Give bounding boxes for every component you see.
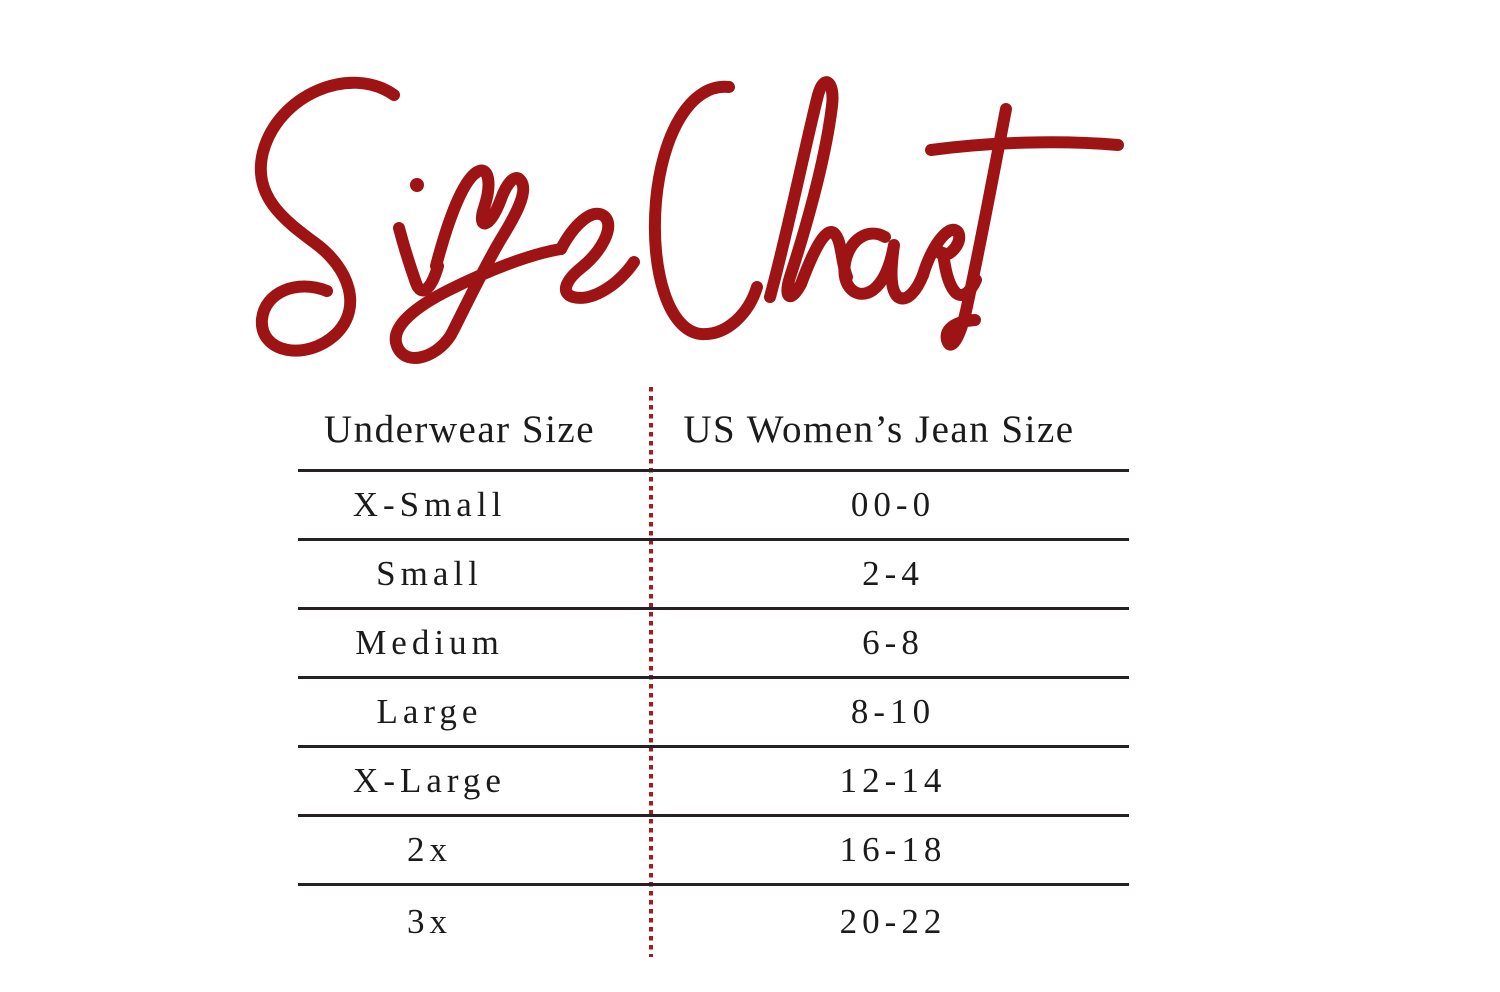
table-row: Large 8-10 <box>298 676 1129 745</box>
size-table-body: X-Small 00-0 Small 2-4 Medium 6-8 Large … <box>298 469 1129 957</box>
underwear-size-cell: Medium <box>355 623 504 662</box>
underwear-size-cell: X-Small <box>352 485 507 524</box>
underwear-size-cell: X-Large <box>353 761 506 800</box>
table-row: 3x 20-22 <box>298 883 1129 957</box>
table-row: 2x 16-18 <box>298 814 1129 883</box>
table-row: X-Small 00-0 <box>298 469 1129 538</box>
table-row: X-Large 12-14 <box>298 745 1129 814</box>
jean-size-cell: 20-22 <box>839 901 947 941</box>
size-chart-script-title: Size Chart <box>254 76 1124 364</box>
table-header-row: Underwear Size US Women’s Jean Size <box>298 390 1129 469</box>
jean-size-cell: 16-18 <box>839 830 947 869</box>
jean-size-cell: 6-8 <box>862 623 924 662</box>
underwear-size-cell: 3x <box>407 901 452 941</box>
jean-size-cell: 2-4 <box>862 554 924 593</box>
underwear-size-cell: Small <box>376 554 483 593</box>
column-divider-dotted-line <box>649 387 653 957</box>
column-header-underwear-size: Underwear Size <box>323 408 596 451</box>
jean-size-cell: 00-0 <box>850 485 936 524</box>
jean-size-cell: 12-14 <box>839 761 947 800</box>
table-row: Small 2-4 <box>298 538 1129 607</box>
size-table: Underwear Size US Women’s Jean Size X-Sm… <box>298 390 1129 957</box>
script-word-size <box>254 76 640 364</box>
column-header-jean-size: US Women’s Jean Size <box>683 408 1075 451</box>
script-word-chart <box>648 76 1124 351</box>
table-row: Medium 6-8 <box>298 607 1129 676</box>
jean-size-cell: 8-10 <box>850 692 936 731</box>
underwear-size-cell: 2x <box>407 830 452 869</box>
underwear-size-cell: Large <box>376 692 483 731</box>
